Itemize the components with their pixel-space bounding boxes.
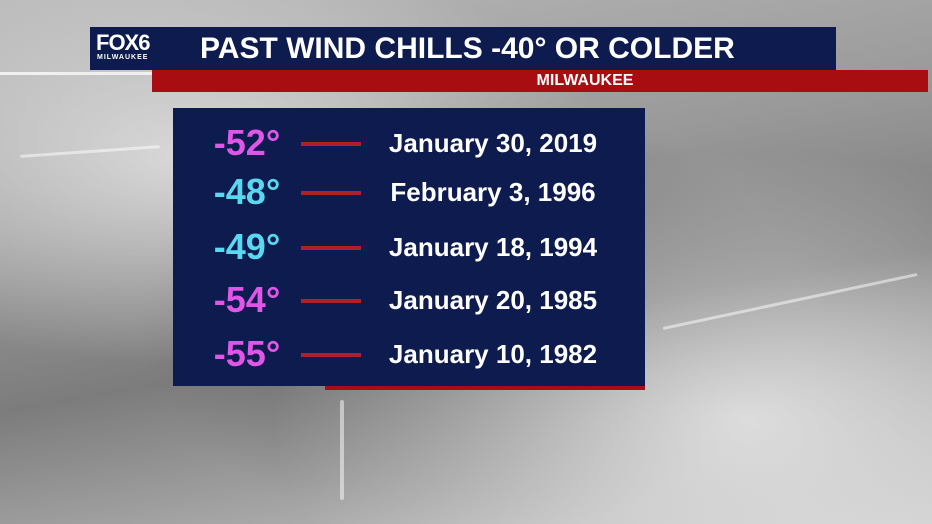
fox6-logo: FOX6 MILWAUKEE bbox=[96, 30, 150, 62]
date: January 18, 1994 bbox=[388, 232, 598, 262]
background-snow bbox=[340, 400, 344, 500]
date: January 20, 1985 bbox=[388, 285, 598, 315]
table-row: -55° January 10, 1982 bbox=[173, 330, 645, 378]
date: January 30, 2019 bbox=[388, 128, 598, 158]
background-snow bbox=[20, 145, 160, 158]
dash-separator bbox=[301, 299, 361, 303]
date: February 3, 1996 bbox=[390, 177, 596, 207]
dash-separator bbox=[301, 353, 361, 357]
title-bar: FOX6 MILWAUKEE PAST WIND CHILLS -40° OR … bbox=[90, 27, 836, 70]
wind-chill-value: -54° bbox=[213, 279, 281, 320]
wind-chill-value: -49° bbox=[213, 226, 281, 267]
divider bbox=[325, 386, 645, 390]
divider bbox=[0, 72, 152, 75]
wind-chill-table: -52° January 30, 2019 -48° February 3, 19… bbox=[173, 108, 645, 386]
logo-brand: FOX6 bbox=[96, 30, 150, 55]
wind-chill-value: -52° bbox=[213, 122, 281, 163]
logo-city: MILWAUKEE bbox=[97, 54, 149, 61]
page-title: PAST WIND CHILLS -40° OR COLDER bbox=[200, 32, 735, 65]
background-snow bbox=[662, 273, 918, 330]
table-row: -54° January 20, 1985 bbox=[173, 276, 645, 324]
dash-separator bbox=[301, 246, 361, 250]
table-row: -52° January 30, 2019 bbox=[173, 119, 645, 167]
dash-separator bbox=[301, 191, 361, 195]
date: January 10, 1982 bbox=[388, 339, 598, 369]
dash-separator bbox=[301, 142, 361, 146]
table-row: -49° January 18, 1994 bbox=[173, 223, 645, 271]
wind-chill-value: -55° bbox=[213, 333, 281, 374]
subtitle-bar: MILWAUKEE bbox=[152, 70, 928, 92]
table-row: -48° February 3, 1996 bbox=[173, 168, 645, 216]
subtitle: MILWAUKEE bbox=[536, 72, 634, 89]
wind-chill-value: -48° bbox=[213, 171, 281, 212]
